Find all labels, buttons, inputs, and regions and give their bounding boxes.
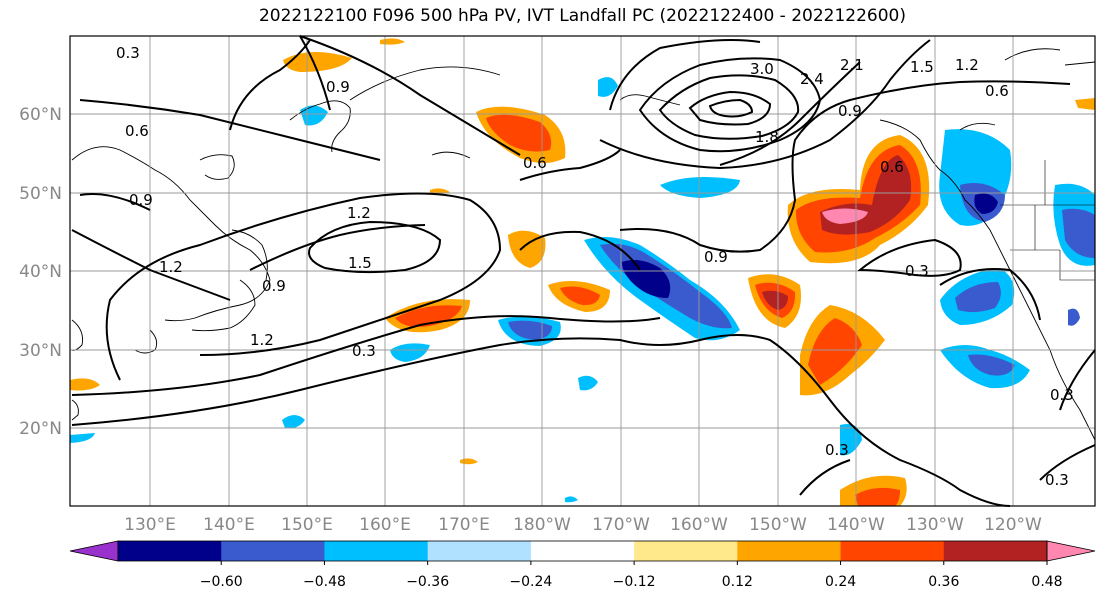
svg-text:1.5: 1.5 [910,58,934,76]
colorbar: −0.60 −0.48 −0.36 −0.24 −0.12 0.12 0.24 0.36 0.4… [69,540,1096,590]
svg-text:0.9: 0.9 [326,78,350,96]
contour-labels: 0.3 0.6 0.9 1.2 0.9 1.2 1.2 1.5 0.3 0.9 … [116,44,1074,489]
svg-text:40°N: 40°N [19,262,62,282]
svg-text:2.4: 2.4 [800,70,824,88]
svg-text:0.9: 0.9 [262,277,286,295]
svg-text:170°E: 170°E [438,515,490,535]
svg-text:160°E: 160°E [359,515,411,535]
colorbar-cell [427,541,532,561]
svg-text:0.9: 0.9 [704,248,728,266]
svg-text:0.9: 0.9 [838,102,862,120]
svg-text:0.3: 0.3 [825,441,849,459]
colorbar-tick-label: −0.24 [509,574,552,590]
colorbar-tick-label: −0.60 [200,574,243,590]
colorbar-tick-label: 0.48 [1031,574,1062,590]
svg-text:0.6: 0.6 [880,158,904,176]
svg-text:170°W: 170°W [592,515,650,535]
colorbar-extend-high [1046,540,1096,562]
svg-text:130°E: 130°E [124,515,176,535]
colorbar-tick-label: −0.48 [303,574,346,590]
svg-text:1.8: 1.8 [755,128,779,146]
svg-text:140°W: 140°W [827,515,885,535]
map-frame [69,35,1096,507]
svg-text:140°E: 140°E [203,515,255,535]
svg-text:0.9: 0.9 [129,191,153,209]
colorbar-cell [737,541,842,561]
svg-text:20°N: 20°N [19,419,62,439]
colorbar-cell [943,541,1048,561]
svg-text:0.6: 0.6 [985,82,1009,100]
svg-text:50°N: 50°N [19,184,62,204]
svg-text:0.3: 0.3 [116,44,140,62]
colorbar-extend-low [69,540,119,562]
svg-text:0.3: 0.3 [1050,386,1074,404]
colorbar-tick-label: 0.36 [928,574,959,590]
colorbar-cell [118,541,222,561]
svg-text:1.2: 1.2 [955,56,979,74]
svg-text:0.6: 0.6 [523,154,547,172]
ivt-contours [71,35,1096,507]
colorbar-tick-label: 0.12 [722,574,753,590]
colorbar-cell [840,541,945,561]
svg-text:150°E: 150°E [281,515,333,535]
svg-text:0.6: 0.6 [125,122,149,140]
svg-text:1.2: 1.2 [347,204,371,222]
svg-text:1.5: 1.5 [348,254,372,272]
svg-text:0.3: 0.3 [905,262,929,280]
svg-text:3.0: 3.0 [750,60,774,78]
colorbar-frame [117,540,1048,562]
longitude-labels: 130°E 140°E 150°E 160°E 170°E 180°W 170°… [124,515,1042,535]
anomaly-shading [70,38,1095,506]
colorbar-cell [221,541,325,561]
svg-text:1.2: 1.2 [250,331,274,349]
svg-text:180°W: 180°W [513,515,571,535]
svg-text:0.3: 0.3 [352,342,376,360]
svg-text:160°W: 160°W [670,515,728,535]
state-borders [1000,160,1095,281]
colorbar-cell [634,541,738,561]
colorbar-tick-label: −0.36 [406,574,449,590]
latitude-labels: 20°N 30°N 40°N 50°N 60°N [19,105,62,439]
svg-text:130°W: 130°W [906,515,964,535]
colorbar-cell [324,541,429,561]
colorbar-tick-label: 0.24 [825,574,856,590]
gridlines [70,36,1095,506]
svg-text:1.2: 1.2 [159,258,183,276]
svg-text:30°N: 30°N [19,341,62,361]
svg-text:150°W: 150°W [749,515,807,535]
colorbar-cell [530,541,635,561]
map-title: 2022122100 F096 500 hPa PV, IVT Landfall… [258,6,906,26]
svg-text:60°N: 60°N [19,105,62,125]
svg-text:2.1: 2.1 [840,56,864,74]
svg-text:120°W: 120°W [984,515,1042,535]
svg-text:0.3: 0.3 [1045,471,1069,489]
colorbar-tick-label: −0.12 [613,574,656,590]
